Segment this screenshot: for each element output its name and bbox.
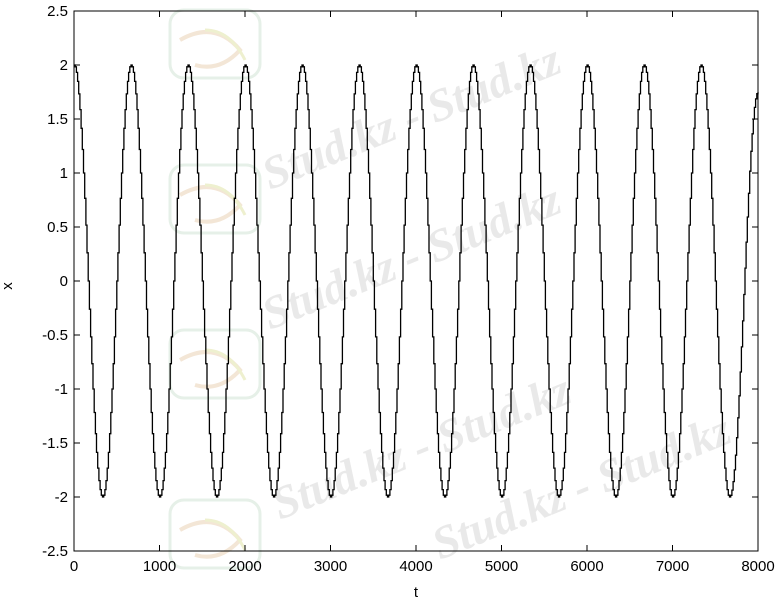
x-tick-label: 1000: [143, 558, 176, 575]
x-tick-label: 2000: [228, 558, 261, 575]
y-tick-label: 0: [60, 273, 68, 290]
y-tick-label: -2.5: [42, 543, 68, 560]
tick-labels: 0 1000 2000 3000 4000 5000 6000 7000 8000 -2.5 -2 -…: [42, 3, 775, 575]
series-line: [74, 64, 759, 498]
hummingbird-logo-icon: [168, 8, 262, 80]
hummingbird-logo-icon: [168, 498, 262, 570]
y-tick-label: 1.5: [47, 111, 68, 128]
y-tick-label: -1.5: [42, 435, 68, 452]
x-tick-label: 4000: [399, 558, 432, 575]
x-tick-label: 7000: [656, 558, 689, 575]
hummingbird-logo-icon: [168, 163, 262, 235]
y-axis-label: x: [0, 282, 16, 290]
y-tick-label: 2: [60, 57, 68, 74]
x-tick-label: 5000: [485, 558, 518, 575]
x-tick-label: 3000: [314, 558, 347, 575]
tick-marks: [73, 10, 759, 552]
x-axis-label: t: [414, 584, 419, 600]
y-tick-label: 2.5: [47, 3, 68, 20]
x-tick-label: 8000: [741, 558, 774, 575]
x-tick-label: 0: [70, 558, 78, 575]
y-tick-label: -0.5: [42, 327, 68, 344]
series-layer: [74, 64, 759, 498]
y-tick-label: -2: [55, 489, 68, 506]
y-tick-label: -1: [55, 381, 68, 398]
hummingbird-logo-icon: [168, 328, 262, 400]
y-tick-label: 1: [60, 165, 68, 182]
y-tick-label: 0.5: [47, 219, 68, 236]
x-tick-label: 6000: [570, 558, 603, 575]
